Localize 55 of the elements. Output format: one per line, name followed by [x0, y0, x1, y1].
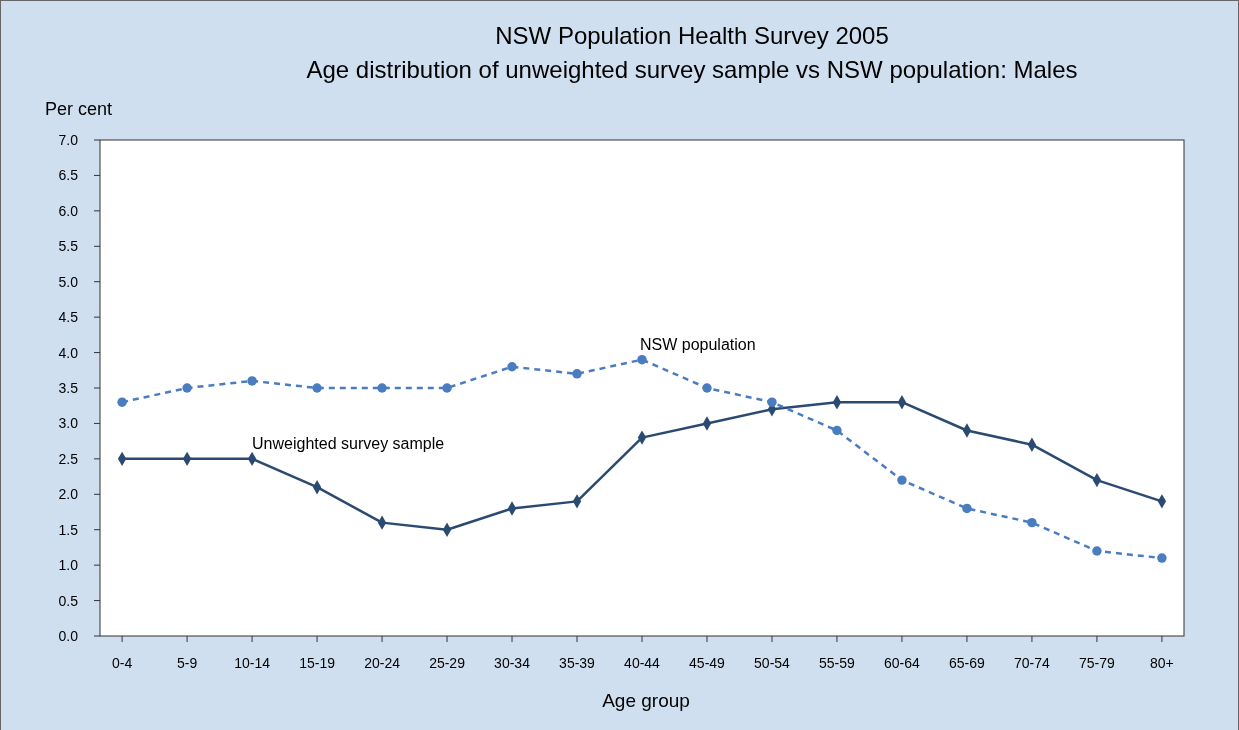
x-tick-label: 55-59: [819, 655, 856, 671]
y-tick-label: 0.5: [58, 592, 79, 609]
x-tick-label: 5-9: [176, 655, 198, 671]
series-label: NSW population: [640, 335, 756, 353]
y-tick-label: 3.5: [58, 380, 79, 396]
x-tick-label: 50-54: [754, 655, 791, 671]
x-axis-title: Age group: [602, 690, 690, 711]
x-tick-label: 45-49: [689, 655, 726, 671]
point: [377, 383, 387, 393]
x-tick-label: 80+: [1150, 655, 1174, 671]
point: [572, 369, 582, 379]
x-tick-label: 35-39: [559, 655, 596, 671]
x-tick-label: 60-64: [884, 655, 921, 671]
y-tick-label: 2.5: [58, 450, 79, 467]
point: [962, 503, 972, 514]
point: [637, 354, 647, 365]
y-tick-label: 4.0: [58, 344, 79, 361]
point: [182, 383, 192, 393]
point: [1157, 553, 1167, 563]
y-axis-title: Per cent: [45, 99, 113, 119]
point: [702, 383, 712, 393]
x-tick-label: 15-19: [299, 655, 336, 671]
x-tick-label: 10-14: [234, 655, 271, 671]
point: [442, 383, 452, 393]
y-tick-label: 5.0: [58, 273, 79, 290]
chart-subtitle: Age distribution of unweighted survey sample vs NSW population: Males: [306, 56, 1078, 83]
y-tick-label: 3.0: [58, 415, 79, 432]
y-tick-label: 6.5: [58, 167, 79, 184]
x-tick-label: 75-79: [1079, 655, 1116, 671]
point: [1027, 517, 1037, 528]
x-tick-label: 0-4: [111, 655, 133, 671]
y-tick-label: 5.5: [58, 238, 79, 255]
chart-title: NSW Population Health Survey 2005: [495, 22, 889, 49]
point: [507, 362, 517, 372]
y-tick-label: 0.0: [58, 628, 79, 644]
point: [312, 383, 322, 393]
y-tick-label: 4.5: [58, 309, 79, 326]
x-tick-label: 20-24: [364, 655, 401, 671]
y-tick-label: 7.0: [58, 132, 79, 148]
point: [247, 376, 257, 386]
point: [897, 475, 907, 485]
x-tick-label: 40-44: [624, 655, 661, 671]
y-tick-label: 1.5: [58, 521, 79, 538]
x-tick-label: 25-29: [429, 655, 466, 671]
point: [1092, 546, 1102, 556]
y-tick-label: 2.0: [58, 486, 79, 503]
series-label: Unweighted survey sample: [252, 434, 445, 452]
y-tick-label: 1.0: [58, 557, 79, 574]
point: [832, 425, 842, 436]
x-tick-label: 30-34: [494, 655, 531, 671]
x-tick-label: 70-74: [1014, 655, 1051, 671]
x-tick-label: 65-69: [949, 655, 986, 671]
point: [767, 397, 777, 407]
y-tick-label: 6.0: [58, 202, 79, 219]
point: [117, 397, 127, 407]
